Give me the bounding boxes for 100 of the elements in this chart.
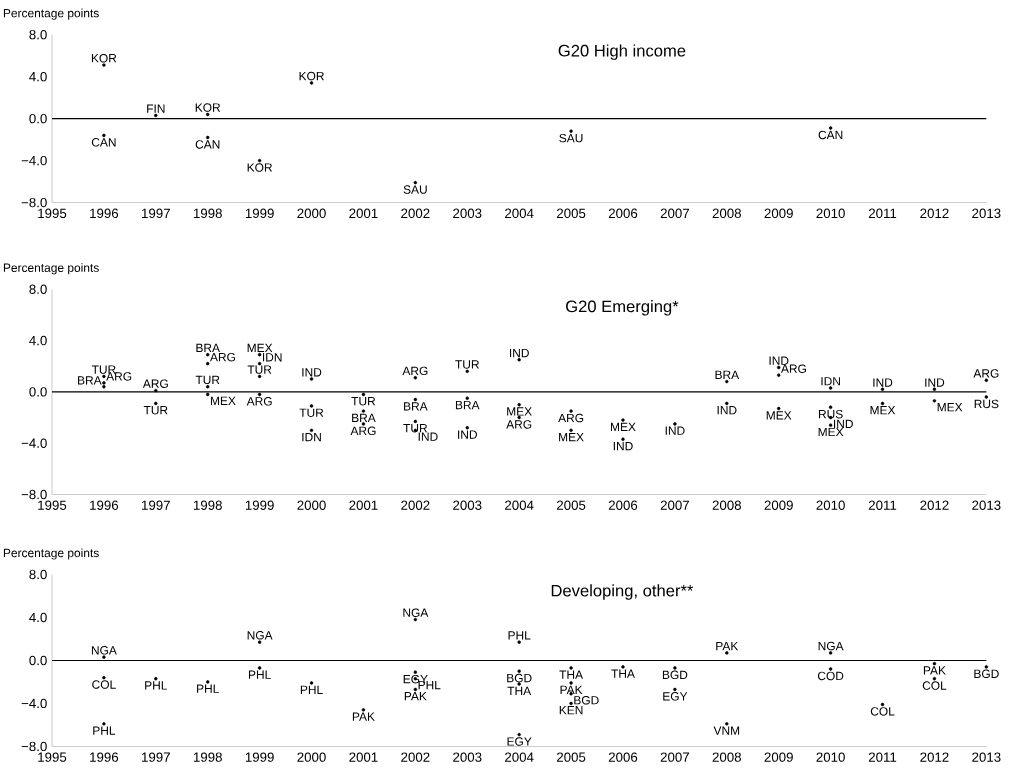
annotation: PHL xyxy=(300,685,323,694)
y-tick-label: 0.0 xyxy=(29,386,47,397)
y-tick-label: −8.0 xyxy=(21,741,47,751)
x-tick-label: 1995 xyxy=(38,752,67,762)
point xyxy=(880,387,885,391)
point xyxy=(205,112,210,116)
annotation: IND xyxy=(833,419,853,428)
annotation: BGD xyxy=(974,669,999,678)
text: G20 Emerging* xyxy=(566,299,679,316)
y-axis-title: Percentage points xyxy=(3,8,99,20)
x-tick-label: 2009 xyxy=(764,208,793,218)
annotation: ARG xyxy=(973,368,999,378)
annotation: PAK xyxy=(352,712,375,721)
annotation: BGD xyxy=(507,673,532,683)
annotation: THA xyxy=(559,670,584,679)
x-tick-label: 1998 xyxy=(193,208,222,218)
x-tick-label: 2001 xyxy=(349,752,378,762)
x-tick-label: 2004 xyxy=(505,208,534,218)
point xyxy=(984,378,989,382)
annotation: BRA xyxy=(78,376,102,385)
point xyxy=(776,365,781,370)
annotation: TUR xyxy=(143,405,168,415)
x-tick-label: 2001 xyxy=(349,208,378,218)
annotation: ARG xyxy=(210,352,235,362)
x-tick-label: 2012 xyxy=(920,208,949,218)
annotation: BRA xyxy=(196,343,220,352)
point xyxy=(361,409,366,413)
x-tick-label: 2007 xyxy=(660,500,689,510)
x-tick-label: 2008 xyxy=(712,208,741,218)
annotation: NGA xyxy=(91,645,117,655)
point xyxy=(257,666,262,670)
y-tick-label: 8.0 xyxy=(29,29,47,40)
x-tick-label: 2003 xyxy=(453,752,482,762)
y-tick-label: −4.0 xyxy=(21,698,47,708)
annotation: MEX xyxy=(507,407,532,416)
point xyxy=(413,397,418,402)
point xyxy=(932,661,937,666)
point xyxy=(309,404,314,408)
x-tick-label: 2011 xyxy=(868,752,897,762)
point xyxy=(673,422,677,426)
annotation: CAN xyxy=(195,139,220,149)
point xyxy=(465,396,469,400)
point xyxy=(621,664,625,669)
x-tick-label: 2008 xyxy=(712,752,741,762)
point xyxy=(569,129,573,133)
y-tick-label: 0.0 xyxy=(29,113,47,124)
point xyxy=(102,374,106,379)
annotation: KOR xyxy=(91,53,117,63)
x-tick-label: 1997 xyxy=(142,500,170,510)
annotation: MEX xyxy=(559,432,584,442)
annotation: ARG xyxy=(246,396,272,406)
annotation: FIN xyxy=(147,104,165,113)
annotation: IND xyxy=(769,356,789,365)
annotation: THA xyxy=(611,669,635,678)
annotation: IND xyxy=(613,441,633,451)
point xyxy=(361,392,366,396)
x-tick-label: 2000 xyxy=(297,500,326,510)
annotation: KOR xyxy=(247,163,273,172)
x-tick-label: 2012 xyxy=(920,752,949,762)
annotation: EGY xyxy=(507,737,532,746)
annotation: TUR xyxy=(299,408,324,417)
annotation: MEX xyxy=(870,405,896,415)
annotation: SAU xyxy=(559,133,583,143)
y-tick-label: 0.0 xyxy=(29,655,47,665)
annotation: IND xyxy=(302,367,322,377)
point xyxy=(932,387,937,391)
y-tick-label: 8.0 xyxy=(29,284,47,294)
point xyxy=(309,377,314,381)
y-tick-label: −8.0 xyxy=(21,197,47,208)
annotation: BGD xyxy=(574,695,599,705)
annotation: IND xyxy=(509,348,529,357)
annotation: IND xyxy=(458,430,477,439)
point xyxy=(309,81,314,85)
point xyxy=(517,402,521,407)
x-tick-label: 1995 xyxy=(38,208,67,218)
point xyxy=(828,386,833,390)
text: Developing, other** xyxy=(551,584,694,600)
point xyxy=(154,401,158,405)
x-tick-label: 1999 xyxy=(245,208,274,218)
annotation: TUR xyxy=(247,365,272,374)
x-tick-label: 2005 xyxy=(556,208,586,218)
point xyxy=(154,113,158,117)
annotation: NGA xyxy=(247,630,273,640)
point xyxy=(205,361,210,366)
x-tick-label: 2010 xyxy=(816,208,845,218)
point xyxy=(517,640,521,644)
point xyxy=(413,687,418,691)
x-tick-label: 2003 xyxy=(453,500,482,510)
annotation: BGD xyxy=(662,670,688,679)
point xyxy=(984,395,989,399)
y-tick-label: 4.0 xyxy=(29,71,47,82)
point xyxy=(880,702,885,707)
annotation: CAN xyxy=(91,137,116,147)
annotation: PHL xyxy=(508,631,531,640)
annotation: ARG xyxy=(106,371,132,381)
annotation: PHL xyxy=(145,681,168,690)
x-tick-label: 2010 xyxy=(816,752,845,762)
annotation: KOR xyxy=(195,103,221,112)
point xyxy=(984,664,989,669)
x-tick-label: 1999 xyxy=(245,500,274,510)
